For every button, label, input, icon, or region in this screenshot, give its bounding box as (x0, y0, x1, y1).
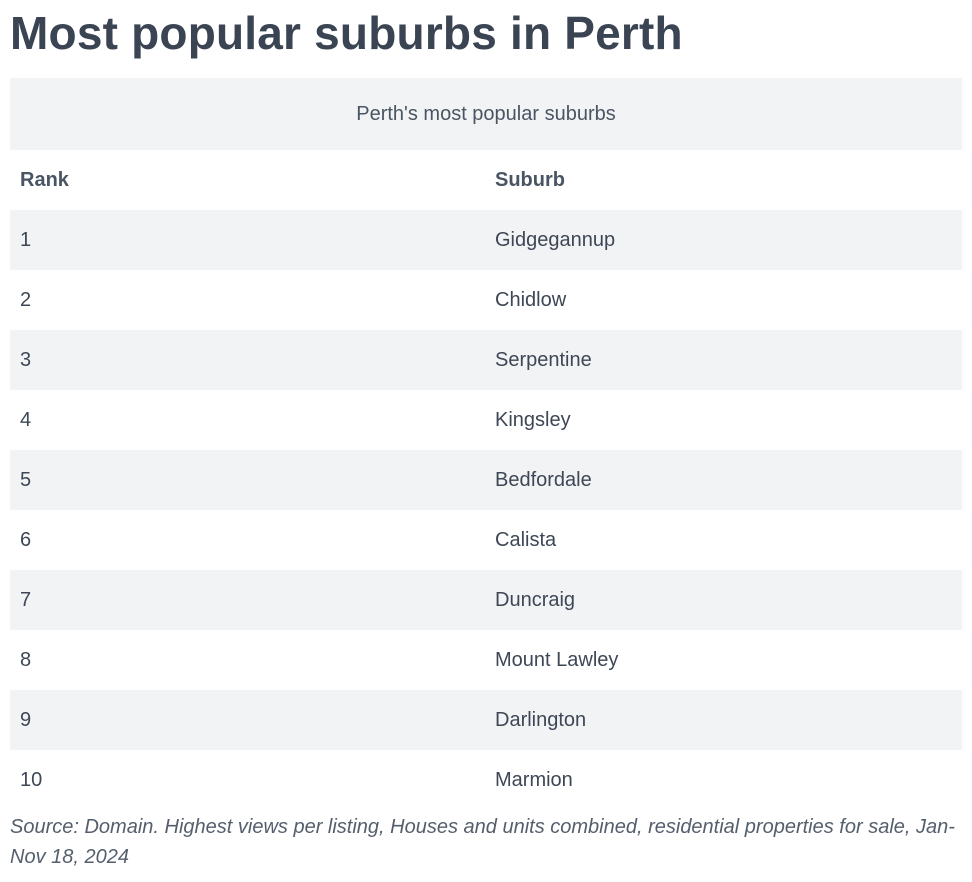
suburb-cell: Kingsley (485, 390, 962, 450)
suburbs-table-container: Perth's most popular suburbs Rank Suburb… (10, 78, 962, 810)
rank-cell: 5 (10, 450, 485, 510)
table-caption: Perth's most popular suburbs (10, 78, 962, 150)
suburb-cell: Marmion (485, 750, 962, 810)
suburb-cell: Calista (485, 510, 962, 570)
suburb-cell: Bedfordale (485, 450, 962, 510)
suburb-cell: Gidgegannup (485, 210, 962, 270)
suburb-cell: Mount Lawley (485, 630, 962, 690)
table-row: 1 Gidgegannup (10, 210, 962, 270)
suburb-cell: Duncraig (485, 570, 962, 630)
rank-cell: 7 (10, 570, 485, 630)
table-row: 8 Mount Lawley (10, 630, 962, 690)
suburb-cell: Chidlow (485, 270, 962, 330)
rank-cell: 1 (10, 210, 485, 270)
table-header-row: Rank Suburb (10, 150, 962, 210)
table-row: 3 Serpentine (10, 330, 962, 390)
suburb-cell: Darlington (485, 690, 962, 750)
suburb-cell: Serpentine (485, 330, 962, 390)
source-note: Source: Domain. Highest views per listin… (10, 816, 955, 868)
rank-cell: 8 (10, 630, 485, 690)
rank-cell: 2 (10, 270, 485, 330)
rank-cell: 10 (10, 750, 485, 810)
rank-cell: 3 (10, 330, 485, 390)
table-row: 6 Calista (10, 510, 962, 570)
table-row: 9 Darlington (10, 690, 962, 750)
page-title: Most popular suburbs in Perth (10, 7, 683, 59)
table-row: 7 Duncraig (10, 570, 962, 630)
rank-cell: 4 (10, 390, 485, 450)
table-row: 4 Kingsley (10, 390, 962, 450)
rank-cell: 6 (10, 510, 485, 570)
rank-cell: 9 (10, 690, 485, 750)
column-header-suburb: Suburb (485, 150, 962, 210)
table-row: 2 Chidlow (10, 270, 962, 330)
table-row: 10 Marmion (10, 750, 962, 810)
column-header-rank: Rank (10, 150, 485, 210)
table-row: 5 Bedfordale (10, 450, 962, 510)
suburbs-table: Rank Suburb 1 Gidgegannup 2 Chidlow 3 Se… (10, 150, 962, 810)
